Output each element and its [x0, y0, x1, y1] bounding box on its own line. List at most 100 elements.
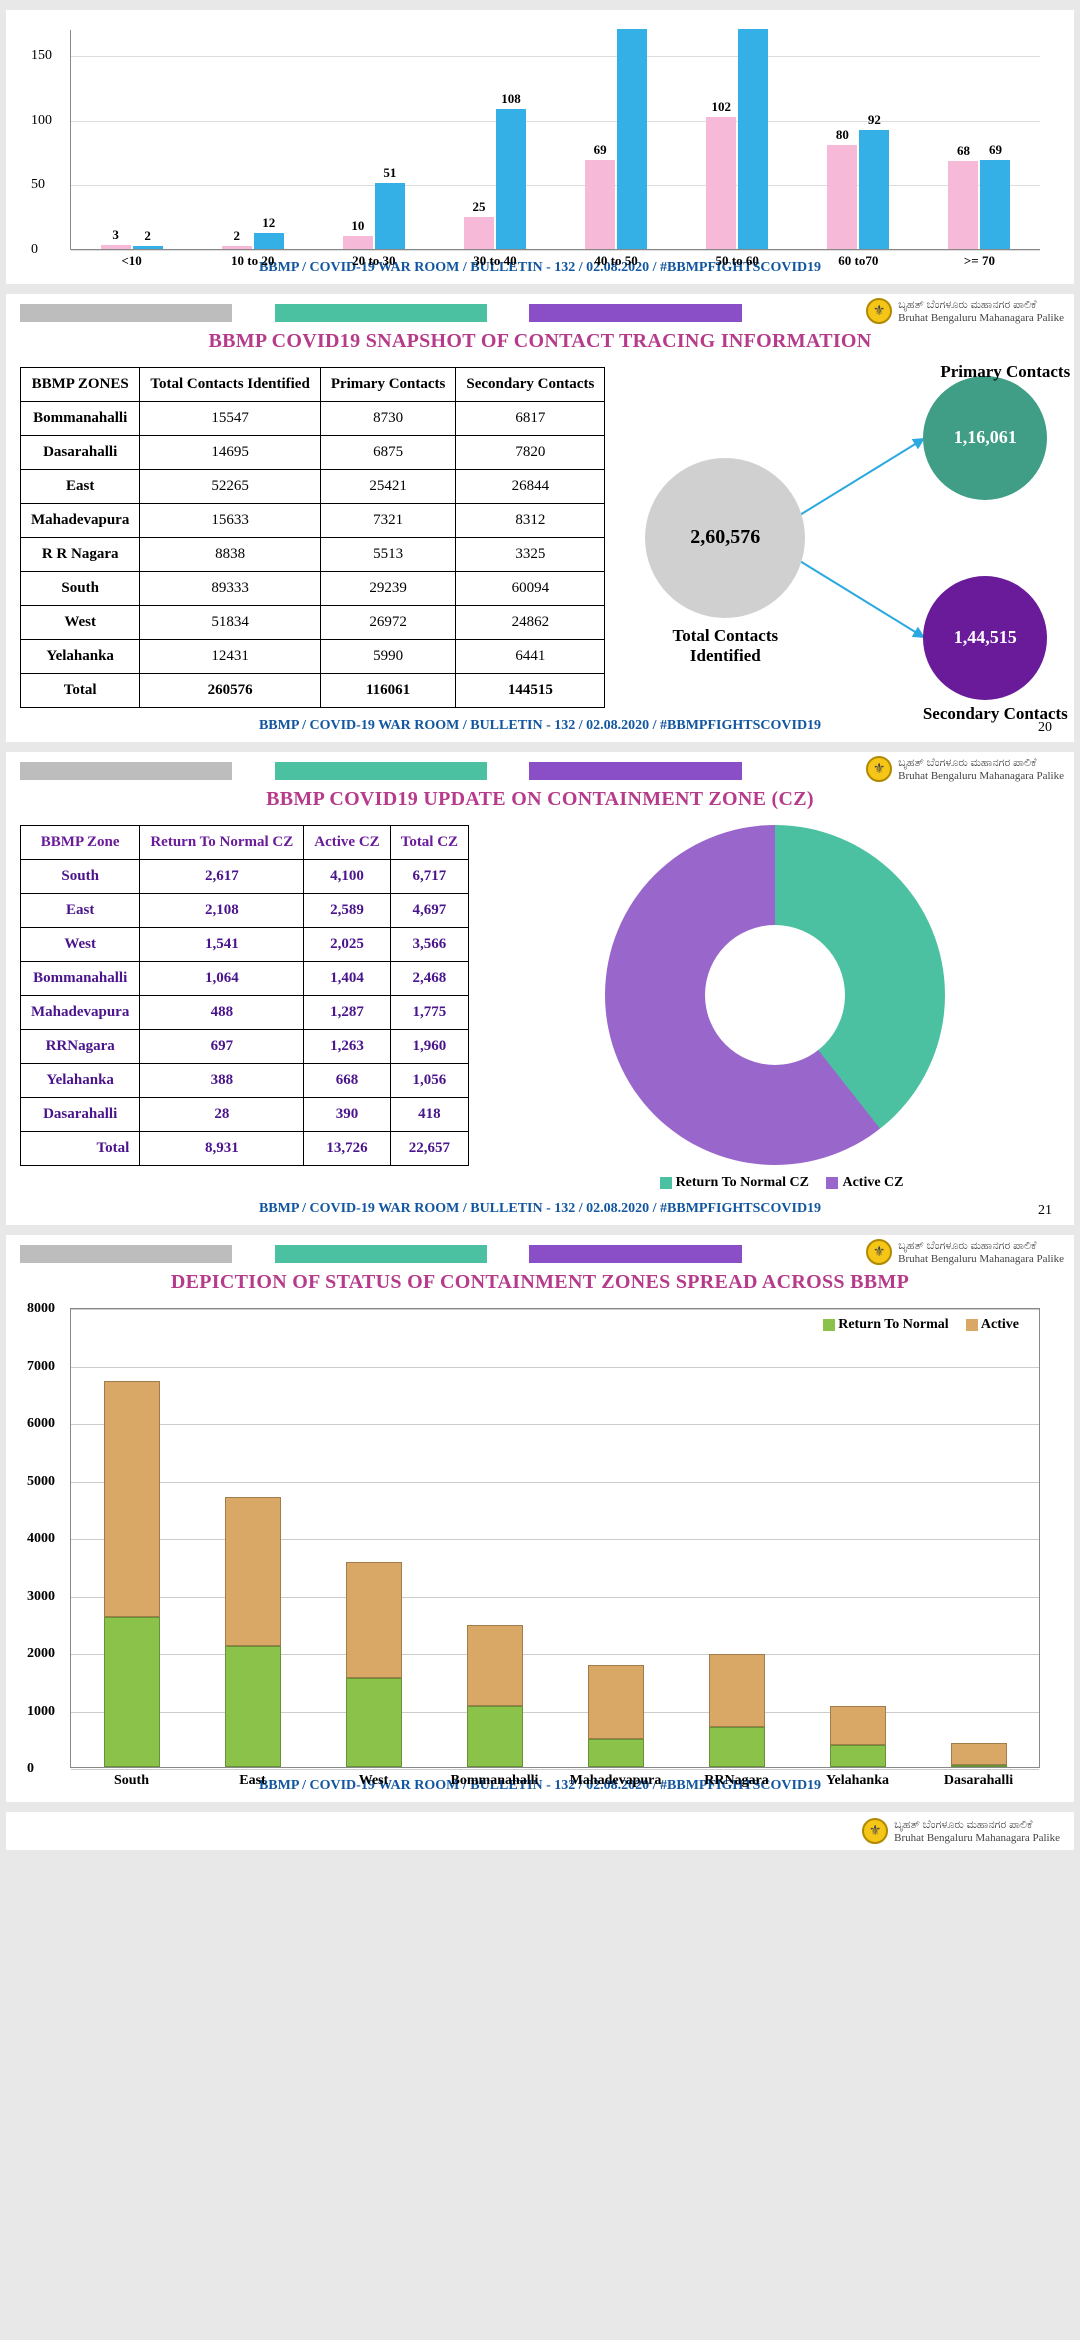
bar-group: 105120 to 30: [313, 30, 434, 249]
contact-tracing-table: BBMP ZONESTotal Contacts IdentifiedPrima…: [20, 367, 605, 708]
table-row: East2,1082,5894,697: [21, 894, 469, 928]
table-cell: West: [21, 928, 140, 962]
bar-value-label: 68: [957, 143, 970, 159]
header-seg-green: [275, 762, 487, 780]
table-row: Yelahanka1243159906441: [21, 640, 605, 674]
stacked-bar: [709, 1654, 765, 1767]
table-cell: East: [21, 470, 140, 504]
table-cell: RRNagara: [21, 1030, 140, 1064]
x-tick-label: East: [192, 1773, 313, 1789]
table-cell: 418: [390, 1098, 468, 1132]
panel-trailing-header: ⚜ ಬೃಹತ್ ಬೆಂಗಳೂರು ಮಹಾನಗರ ಪಾಲಿಕೆ Bruhat Be…: [6, 1812, 1074, 1850]
table-cell: 260576: [140, 674, 320, 708]
table-header: Total CZ: [390, 826, 468, 860]
y-tick-label: 2000: [27, 1646, 55, 1662]
bar-segment-return: [467, 1706, 523, 1767]
table-cell: 144515: [456, 674, 605, 708]
table-cell: 22,657: [390, 1132, 468, 1166]
stacked-bar-group: Dasarahalli: [918, 1309, 1039, 1767]
bar-value-label: 108: [501, 91, 521, 107]
table-row: South893332923960094: [21, 572, 605, 606]
table-cell: 8838: [140, 538, 320, 572]
table-header: BBMP Zone: [21, 826, 140, 860]
table-header: Return To Normal CZ: [140, 826, 304, 860]
primary-contacts-label: Primary Contacts: [915, 362, 1080, 382]
bar: 12: [254, 233, 284, 249]
table-cell: 4,697: [390, 894, 468, 928]
y-tick-label: 4000: [27, 1531, 55, 1547]
x-tick-label: West: [313, 1773, 434, 1789]
secondary-contacts-circle: 1,44,515: [923, 576, 1047, 700]
bar-segment-active: [951, 1743, 1007, 1765]
table-row: Dasarahalli1469568757820: [21, 436, 605, 470]
table-cell: 2,617: [140, 860, 304, 894]
x-tick-label: Bommanahalli: [434, 1773, 555, 1789]
table-row: Mahadevapura1563373218312: [21, 504, 605, 538]
bar-segment-active: [346, 1562, 402, 1678]
table-row: Total260576116061144515: [21, 674, 605, 708]
table-cell: 14695: [140, 436, 320, 470]
bbmp-logo-icon: ⚜: [866, 1239, 892, 1265]
table-cell: West: [21, 606, 140, 640]
bar-group: 10250 to 60: [677, 30, 798, 249]
table-cell: 13,726: [304, 1132, 390, 1166]
table-cell: 26844: [456, 470, 605, 504]
table-cell: R R Nagara: [21, 538, 140, 572]
bar-value-label: 51: [383, 165, 396, 181]
bar: 80: [827, 145, 857, 249]
table-cell: 7820: [456, 436, 605, 470]
section-title: BBMP COVID19 UPDATE ON CONTAINMENT ZONE …: [20, 788, 1060, 811]
stacked-bar: [104, 1381, 160, 1767]
org-logo-strip: ⚜ ಬೃಹತ್ ಬೆಂಗಳೂರು ಮಹಾನಗರ ಪಾಲಿಕೆ Bruhat Be…: [20, 1818, 1060, 1844]
stacked-bar: [830, 1706, 886, 1767]
table-cell: South: [21, 572, 140, 606]
x-tick-label: South: [71, 1773, 192, 1789]
table-header: Active CZ: [304, 826, 390, 860]
bbmp-logo-icon: ⚜: [866, 298, 892, 324]
y-tick-label: 0: [31, 242, 38, 258]
table-header: Primary Contacts: [320, 368, 456, 402]
table-row: West1,5412,0253,566: [21, 928, 469, 962]
header-seg-purple: [529, 1245, 741, 1263]
table-cell: 51834: [140, 606, 320, 640]
stacked-bar-group: West: [313, 1309, 434, 1767]
table-cell: 7321: [320, 504, 456, 538]
table-cell: Yelahanka: [21, 640, 140, 674]
x-tick-label: 30 to 40: [434, 253, 555, 269]
table-cell: 697: [140, 1030, 304, 1064]
org-name-kn: ಬೃಹತ್ ಬೆಂಗಳೂರು ಮಹಾನಗರ ಪಾಲಿಕೆ: [898, 757, 1064, 770]
org-name-en: Bruhat Bengaluru Mahanagara Palike: [894, 1832, 1060, 1844]
table-cell: 2,108: [140, 894, 304, 928]
bar-segment-active: [830, 1706, 886, 1744]
total-contacts-label: Total Contacts Identified: [635, 626, 815, 666]
table-cell: East: [21, 894, 140, 928]
header-seg-green: [275, 1245, 487, 1263]
table-row: West518342697224862: [21, 606, 605, 640]
table-cell: Dasarahalli: [21, 436, 140, 470]
legend-label-return: Return To Normal CZ: [676, 1175, 809, 1190]
table-cell: 1,056: [390, 1064, 468, 1098]
bar: 3: [101, 245, 131, 249]
table-cell: 390: [304, 1098, 390, 1132]
stacked-bar-area: Return To Normal Active 0100020003000400…: [70, 1308, 1040, 1768]
x-tick-label: 20 to 30: [313, 253, 434, 269]
bar: [738, 29, 768, 249]
x-tick-label: Yelahanka: [797, 1773, 918, 1789]
stacked-bar: [346, 1562, 402, 1767]
section-title: BBMP COVID19 SNAPSHOT OF CONTACT TRACING…: [20, 330, 1060, 353]
stacked-bar-group: East: [192, 1309, 313, 1767]
bar-value-label: 80: [836, 127, 849, 143]
stacked-bar: [588, 1665, 644, 1767]
table-cell: South: [21, 860, 140, 894]
bbmp-logo-icon: ⚜: [862, 1818, 888, 1844]
cz-table: BBMP ZoneReturn To Normal CZActive CZTot…: [20, 825, 469, 1166]
stacked-bar: [467, 1625, 523, 1767]
table-cell: 2,468: [390, 962, 468, 996]
bar-group: 809260 to70: [798, 30, 919, 249]
header-seg-gray: [20, 304, 232, 322]
table-cell: Bommanahalli: [21, 402, 140, 436]
table-row: RRNagara6971,2631,960: [21, 1030, 469, 1064]
y-tick-label: 3000: [27, 1589, 55, 1605]
bar-segment-return: [104, 1617, 160, 1767]
table-cell: 89333: [140, 572, 320, 606]
